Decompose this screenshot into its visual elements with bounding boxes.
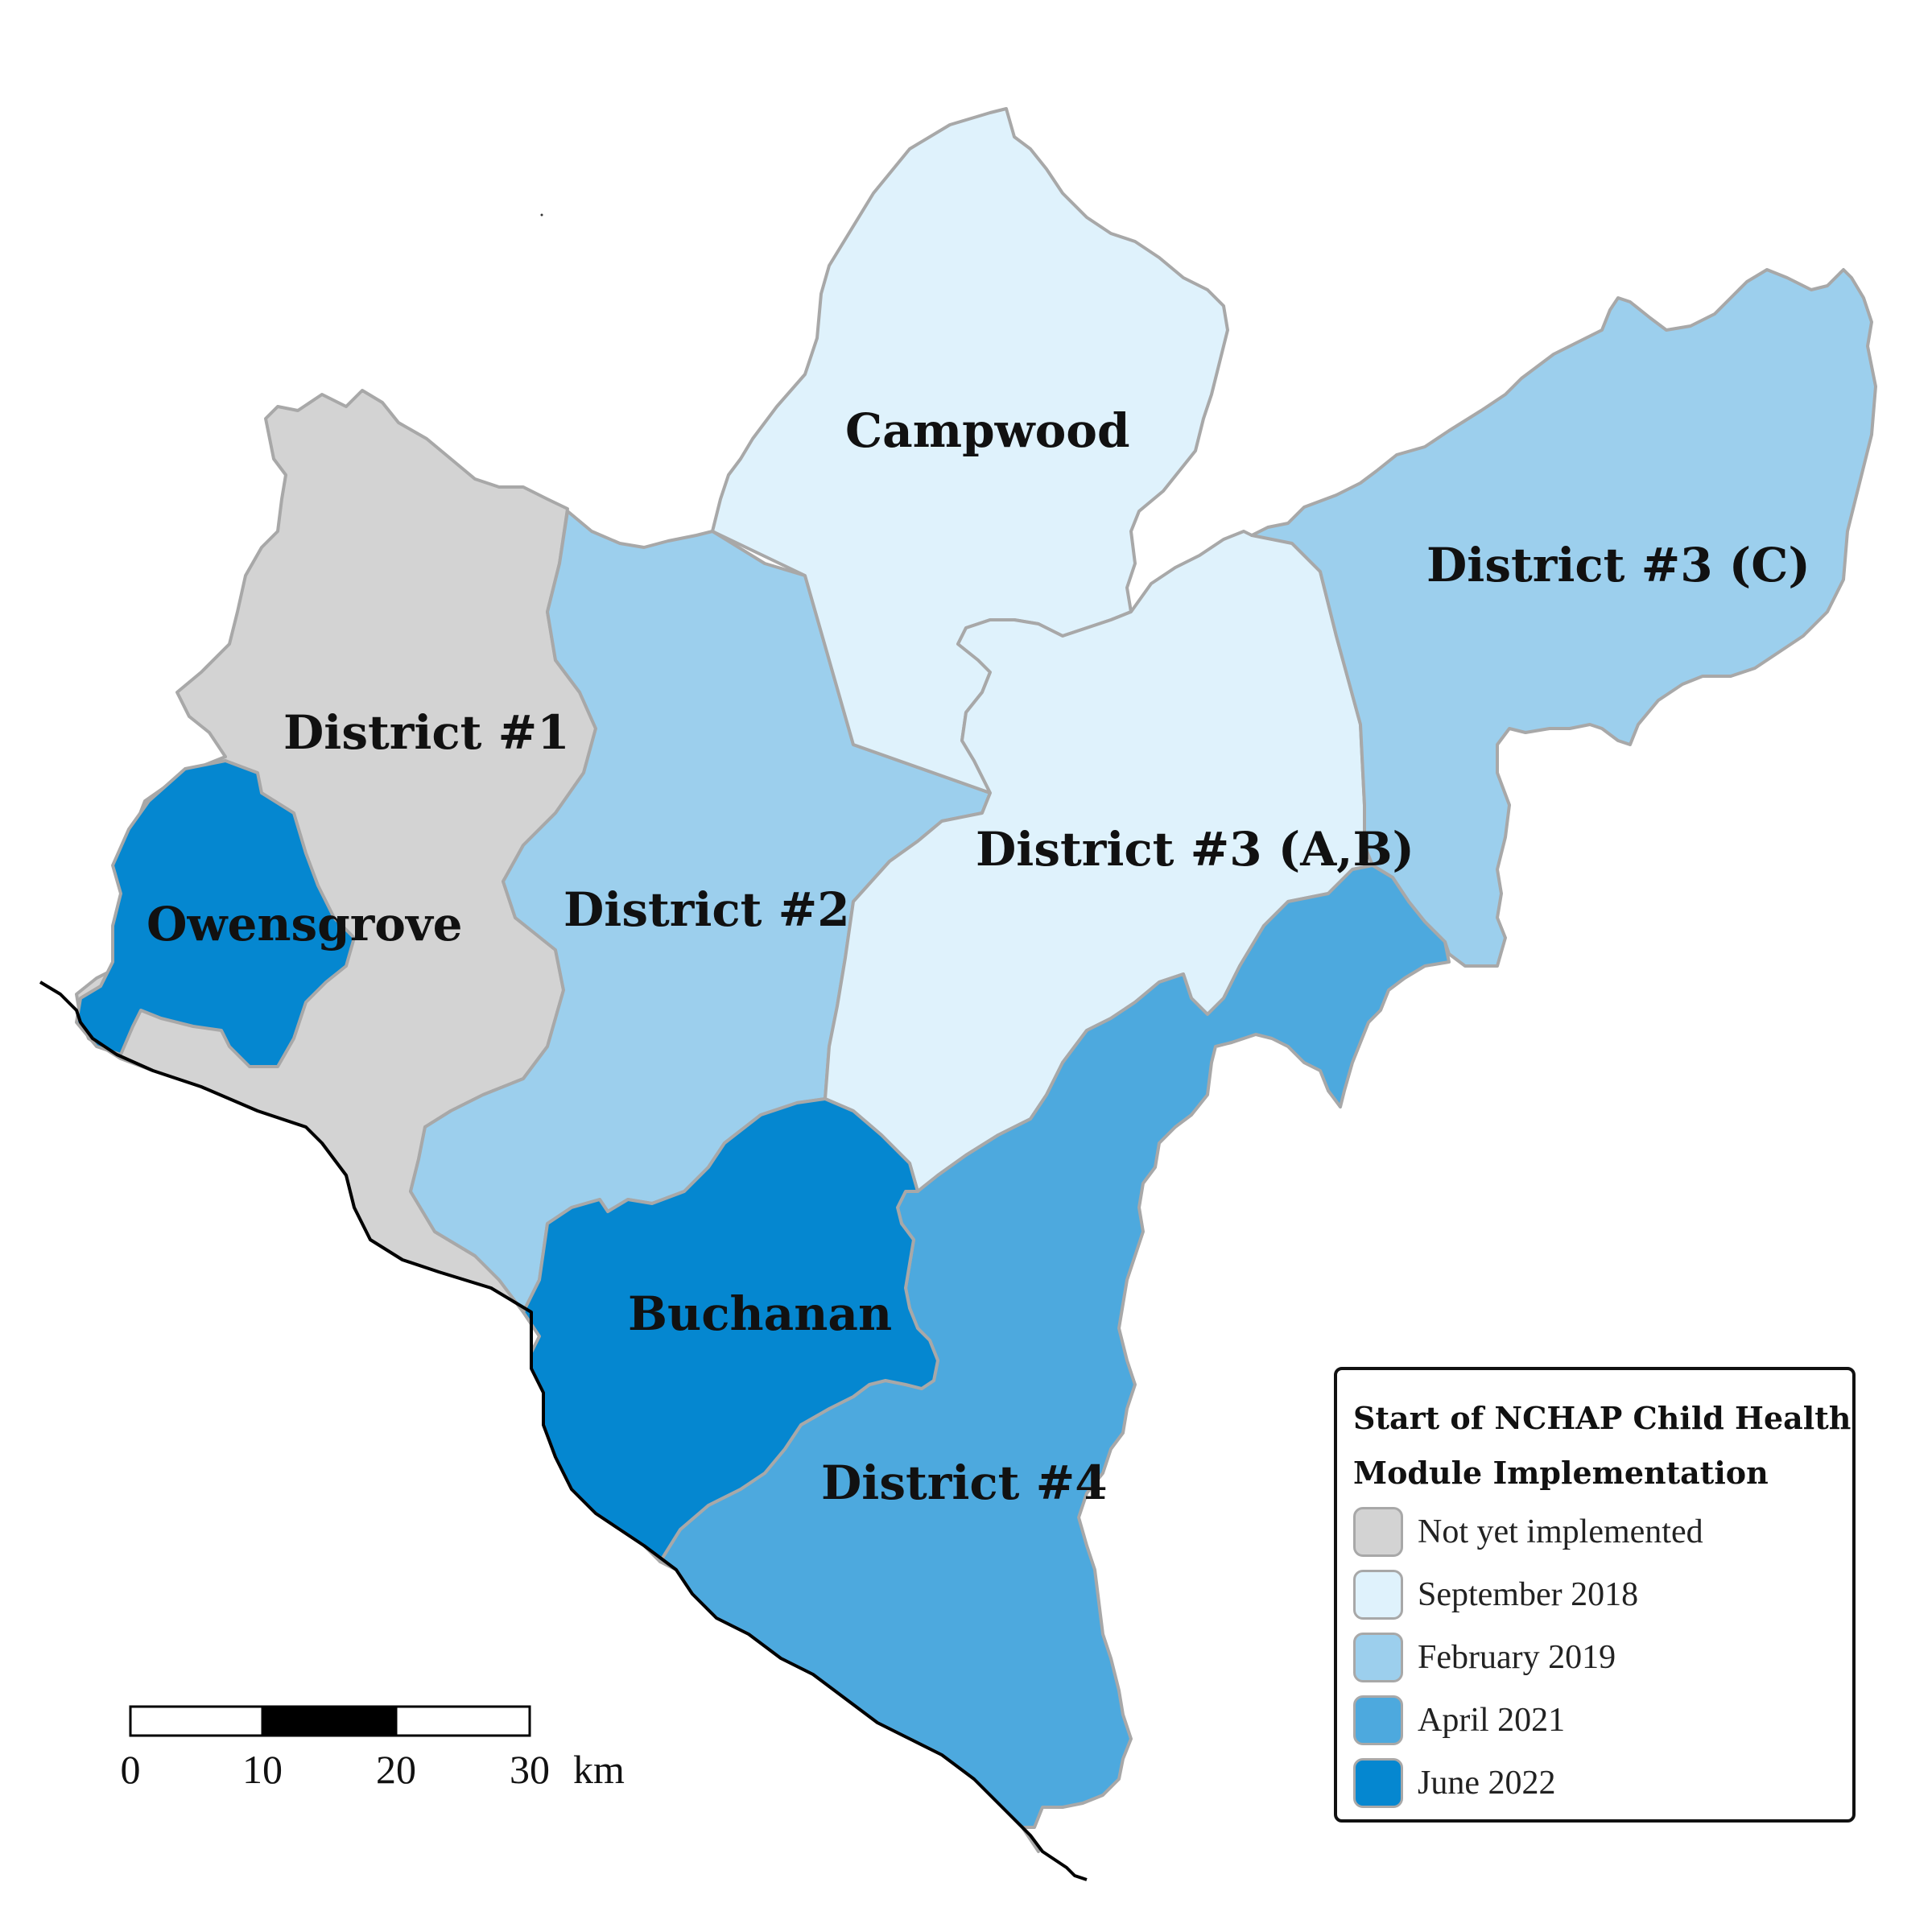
legend-label-not-yet: Not yet implemented <box>1418 1513 1703 1550</box>
legend-item-feb-2019: February 2019 <box>1353 1626 1852 1689</box>
legend-title: Start of NCHAP Child Health Module Imple… <box>1353 1391 1852 1501</box>
scale-bar: 0 10 20 30 km <box>121 1705 625 1792</box>
label-district-3c: District #3 (C) <box>1426 538 1810 592</box>
legend-label-feb-2019: February 2019 <box>1418 1639 1616 1676</box>
legend-swatch-jun-2022 <box>1353 1758 1403 1808</box>
label-owensgrove: Owensgrove <box>147 897 463 952</box>
legend-title-line-2: Module Implementation <box>1353 1455 1769 1491</box>
label-district-1: District #1 <box>283 705 570 760</box>
legend-label-apr-2021: April 2021 <box>1418 1702 1566 1739</box>
scale-segment-20-30 <box>394 1705 531 1737</box>
scale-segment-10-20 <box>261 1705 398 1737</box>
legend-label-jun-2022: June 2022 <box>1418 1765 1556 1802</box>
legend-swatch-apr-2021 <box>1353 1695 1403 1745</box>
label-district-4: District #4 <box>821 1455 1108 1510</box>
legend-swatch-sep-2018 <box>1353 1570 1403 1620</box>
region-buchanan <box>522 1097 939 1563</box>
scale-tick-30: 30 <box>510 1747 550 1792</box>
label-buchanan: Buchanan <box>628 1286 892 1341</box>
legend-item-not-yet: Not yet implemented <box>1353 1501 1852 1563</box>
scale-unit: km <box>573 1747 625 1792</box>
legend-item-apr-2021: April 2021 <box>1353 1689 1852 1752</box>
legend-item-sep-2018: September 2018 <box>1353 1563 1852 1626</box>
scale-tick-20: 20 <box>376 1747 416 1792</box>
legend: Start of NCHAP Child Health Module Imple… <box>1334 1367 1856 1823</box>
legend-swatch-not-yet <box>1353 1507 1403 1557</box>
legend-swatch-feb-2019 <box>1353 1633 1403 1682</box>
legend-label-sep-2018: September 2018 <box>1418 1576 1639 1613</box>
region-district-3c <box>1250 268 1877 968</box>
label-district-2: District #2 <box>564 882 850 937</box>
region-owensgrove <box>75 759 356 1068</box>
coastline <box>39 980 1088 1881</box>
stray-dot <box>540 213 543 217</box>
label-campwood: Campwood <box>845 403 1130 458</box>
label-district-3ab: District #3 (A,B) <box>976 822 1414 877</box>
scale-tick-10: 10 <box>242 1747 283 1792</box>
scale-segment-0-10 <box>129 1705 264 1737</box>
scale-tick-0: 0 <box>121 1747 141 1792</box>
legend-title-line-1: Start of NCHAP Child Health <box>1353 1400 1852 1436</box>
legend-item-jun-2022: June 2022 <box>1353 1752 1852 1814</box>
